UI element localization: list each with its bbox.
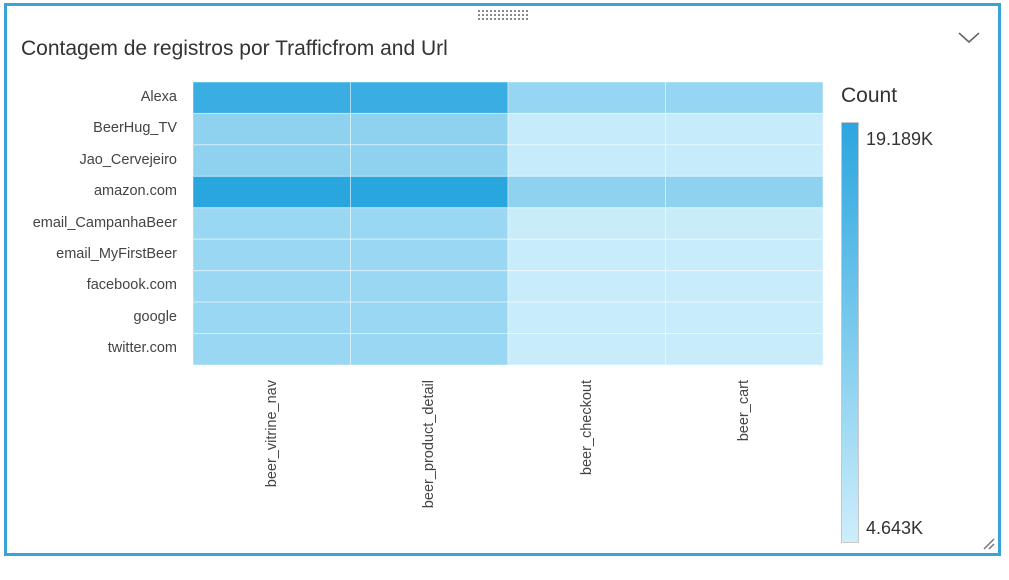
heatmap-cell[interactable] <box>665 112 824 146</box>
x-tick-label: beer_cart <box>736 380 753 442</box>
heatmap-cell[interactable] <box>507 112 666 146</box>
y-tick-label: amazon.com <box>93 183 177 200</box>
heatmap-cell[interactable] <box>665 270 824 303</box>
chevron-down-icon[interactable] <box>955 27 983 47</box>
y-tick-label: Alexa <box>140 88 177 105</box>
legend-color-bar <box>841 122 859 543</box>
heatmap-cell[interactable] <box>350 82 509 114</box>
heatmap-cell[interactable] <box>507 175 666 209</box>
resize-handle-icon[interactable] <box>980 535 996 551</box>
heatmap-cell[interactable] <box>350 333 509 365</box>
heatmap-cell[interactable] <box>665 207 824 240</box>
heatmap-cell[interactable] <box>350 301 509 335</box>
y-tick-label: twitter.com <box>107 340 177 357</box>
heatmap-cell[interactable] <box>665 175 824 209</box>
heatmap-cell[interactable] <box>350 112 509 146</box>
heatmap-cell[interactable] <box>665 82 824 114</box>
heatmap-grid <box>193 82 823 365</box>
heatmap-cell[interactable] <box>193 82 351 114</box>
heatmap-cell[interactable] <box>193 301 351 335</box>
legend-min-label: 4.643K <box>866 518 924 538</box>
heatmap-cell[interactable] <box>350 207 509 240</box>
heatmap-cell[interactable] <box>193 112 351 146</box>
heatmap-cell[interactable] <box>665 144 824 177</box>
x-tick-label: beer_vitrine_nav <box>263 380 280 488</box>
x-tick-label: beer_checkout <box>578 380 595 476</box>
heatmap-cell[interactable] <box>507 270 666 303</box>
heatmap-cell[interactable] <box>507 301 666 335</box>
heatmap-cell[interactable] <box>350 238 509 272</box>
heatmap-cell[interactable] <box>193 238 351 272</box>
heatmap-cell[interactable] <box>507 144 666 177</box>
heatmap-cell[interactable] <box>665 238 824 272</box>
legend-max-label: 19.189K <box>866 129 934 149</box>
y-tick-label: email_MyFirstBeer <box>56 245 177 262</box>
heatmap-cell[interactable] <box>507 333 666 365</box>
heatmap-cell[interactable] <box>193 333 351 365</box>
y-tick-label: BeerHug_TV <box>93 120 177 137</box>
y-tick-label: email_CampanhaBeer <box>32 214 177 231</box>
chart-title: Contagem de registros por Trafficfrom an… <box>21 37 448 60</box>
heatmap-cell[interactable] <box>193 175 351 209</box>
heatmap-cell[interactable] <box>193 207 351 240</box>
legend-title: Count <box>841 84 898 107</box>
heatmap-cell[interactable] <box>193 270 351 303</box>
heatmap-cell[interactable] <box>507 82 666 114</box>
drag-handle-icon[interactable] <box>478 10 532 24</box>
heatmap-cell[interactable] <box>350 270 509 303</box>
heatmap-cell[interactable] <box>193 144 351 177</box>
heatmap-cell[interactable] <box>665 301 824 335</box>
heatmap-cell[interactable] <box>665 333 824 365</box>
x-tick-label: beer_product_detail <box>421 380 438 509</box>
heatmap-cell[interactable] <box>507 207 666 240</box>
heatmap-cell[interactable] <box>507 238 666 272</box>
heatmap-cell[interactable] <box>350 175 509 209</box>
heatmap-cell[interactable] <box>350 144 509 177</box>
y-tick-label: facebook.com <box>86 277 177 294</box>
y-tick-label: Jao_Cervejeiro <box>79 151 177 168</box>
y-tick-label: google <box>133 308 177 325</box>
